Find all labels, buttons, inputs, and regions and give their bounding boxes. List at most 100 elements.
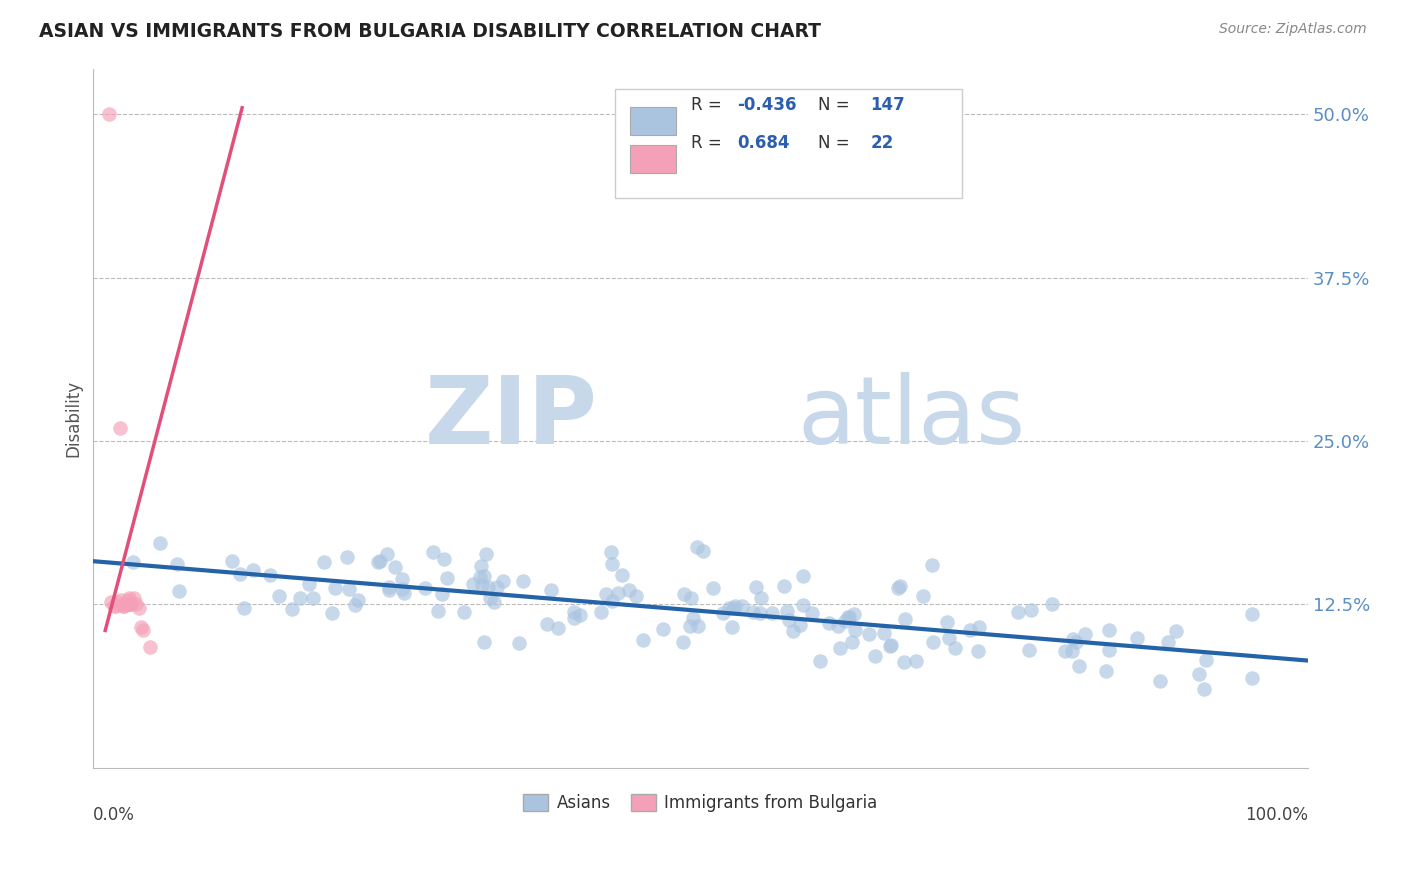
Point xyxy=(711,606,734,620)
Point xyxy=(298,577,321,591)
Point xyxy=(470,558,492,573)
Point xyxy=(105,595,128,609)
Point xyxy=(1164,624,1187,639)
Point xyxy=(879,639,901,653)
Point xyxy=(838,610,860,624)
Point xyxy=(120,598,142,612)
Point xyxy=(344,598,367,612)
Point xyxy=(562,610,585,624)
Point xyxy=(232,601,254,615)
Point xyxy=(723,600,745,615)
Point xyxy=(391,582,413,597)
Point xyxy=(118,591,141,605)
Point xyxy=(110,593,132,607)
Point xyxy=(808,654,831,668)
Point xyxy=(485,580,508,594)
Point xyxy=(427,604,450,618)
Point xyxy=(778,613,800,627)
Point xyxy=(842,607,865,622)
Text: 100.0%: 100.0% xyxy=(1244,806,1308,824)
Point xyxy=(894,612,917,626)
Point xyxy=(792,598,814,612)
Point xyxy=(122,591,145,605)
Text: N =: N = xyxy=(818,95,855,114)
Point xyxy=(1042,598,1064,612)
Point xyxy=(678,619,700,633)
Point xyxy=(242,563,264,577)
Point xyxy=(686,540,709,554)
Point xyxy=(589,605,612,619)
Point xyxy=(959,624,981,638)
Point xyxy=(508,635,530,649)
Point xyxy=(1094,665,1116,679)
Point xyxy=(887,581,910,595)
Point xyxy=(922,635,945,649)
Point xyxy=(967,620,990,634)
Point xyxy=(120,598,142,612)
Text: R =: R = xyxy=(690,135,727,153)
Point xyxy=(1188,667,1211,681)
Point xyxy=(436,571,458,585)
Point xyxy=(844,623,866,637)
Text: 0.684: 0.684 xyxy=(737,135,789,153)
Point xyxy=(682,611,704,625)
Point xyxy=(1098,643,1121,657)
Point xyxy=(128,601,150,615)
Point xyxy=(115,598,138,612)
Point xyxy=(259,568,281,582)
Point xyxy=(1195,652,1218,666)
Point xyxy=(745,580,768,594)
Point xyxy=(1064,634,1087,648)
Point xyxy=(1126,631,1149,645)
Point xyxy=(837,610,859,624)
Point xyxy=(378,583,401,598)
Point xyxy=(863,648,886,663)
Text: N =: N = xyxy=(818,135,855,153)
Point xyxy=(413,582,436,596)
Point xyxy=(841,635,863,649)
Point xyxy=(346,593,368,607)
Point xyxy=(478,591,501,606)
Point xyxy=(375,547,398,561)
Point xyxy=(562,605,585,619)
Point xyxy=(323,581,346,595)
Point xyxy=(633,633,655,648)
Point xyxy=(721,620,744,634)
Point xyxy=(782,624,804,638)
Point xyxy=(384,559,406,574)
Point xyxy=(166,557,188,571)
Point xyxy=(378,580,401,594)
Point xyxy=(1157,634,1180,648)
Point xyxy=(828,641,851,656)
Point xyxy=(392,586,415,600)
Point xyxy=(724,599,747,613)
Point xyxy=(761,606,783,620)
Point xyxy=(471,578,494,592)
Point xyxy=(686,618,709,632)
Point xyxy=(391,572,413,586)
Point xyxy=(607,586,630,600)
Point xyxy=(773,579,796,593)
Bar xyxy=(630,145,676,173)
Point xyxy=(600,594,623,608)
Text: 22: 22 xyxy=(870,135,894,153)
Point xyxy=(492,574,515,588)
FancyBboxPatch shape xyxy=(616,89,962,198)
Point xyxy=(129,619,152,633)
Point xyxy=(1007,606,1029,620)
Point xyxy=(269,589,291,603)
Point xyxy=(776,605,799,619)
Point xyxy=(619,582,641,597)
Point xyxy=(112,599,135,613)
Point xyxy=(482,595,505,609)
Point xyxy=(717,601,740,615)
Point xyxy=(967,644,990,658)
Text: 147: 147 xyxy=(870,95,905,114)
Point xyxy=(921,558,943,573)
Point xyxy=(692,544,714,558)
Point xyxy=(672,635,695,649)
Point xyxy=(132,624,155,638)
Point xyxy=(433,551,456,566)
Text: ZIP: ZIP xyxy=(425,372,598,464)
Point xyxy=(1021,603,1043,617)
